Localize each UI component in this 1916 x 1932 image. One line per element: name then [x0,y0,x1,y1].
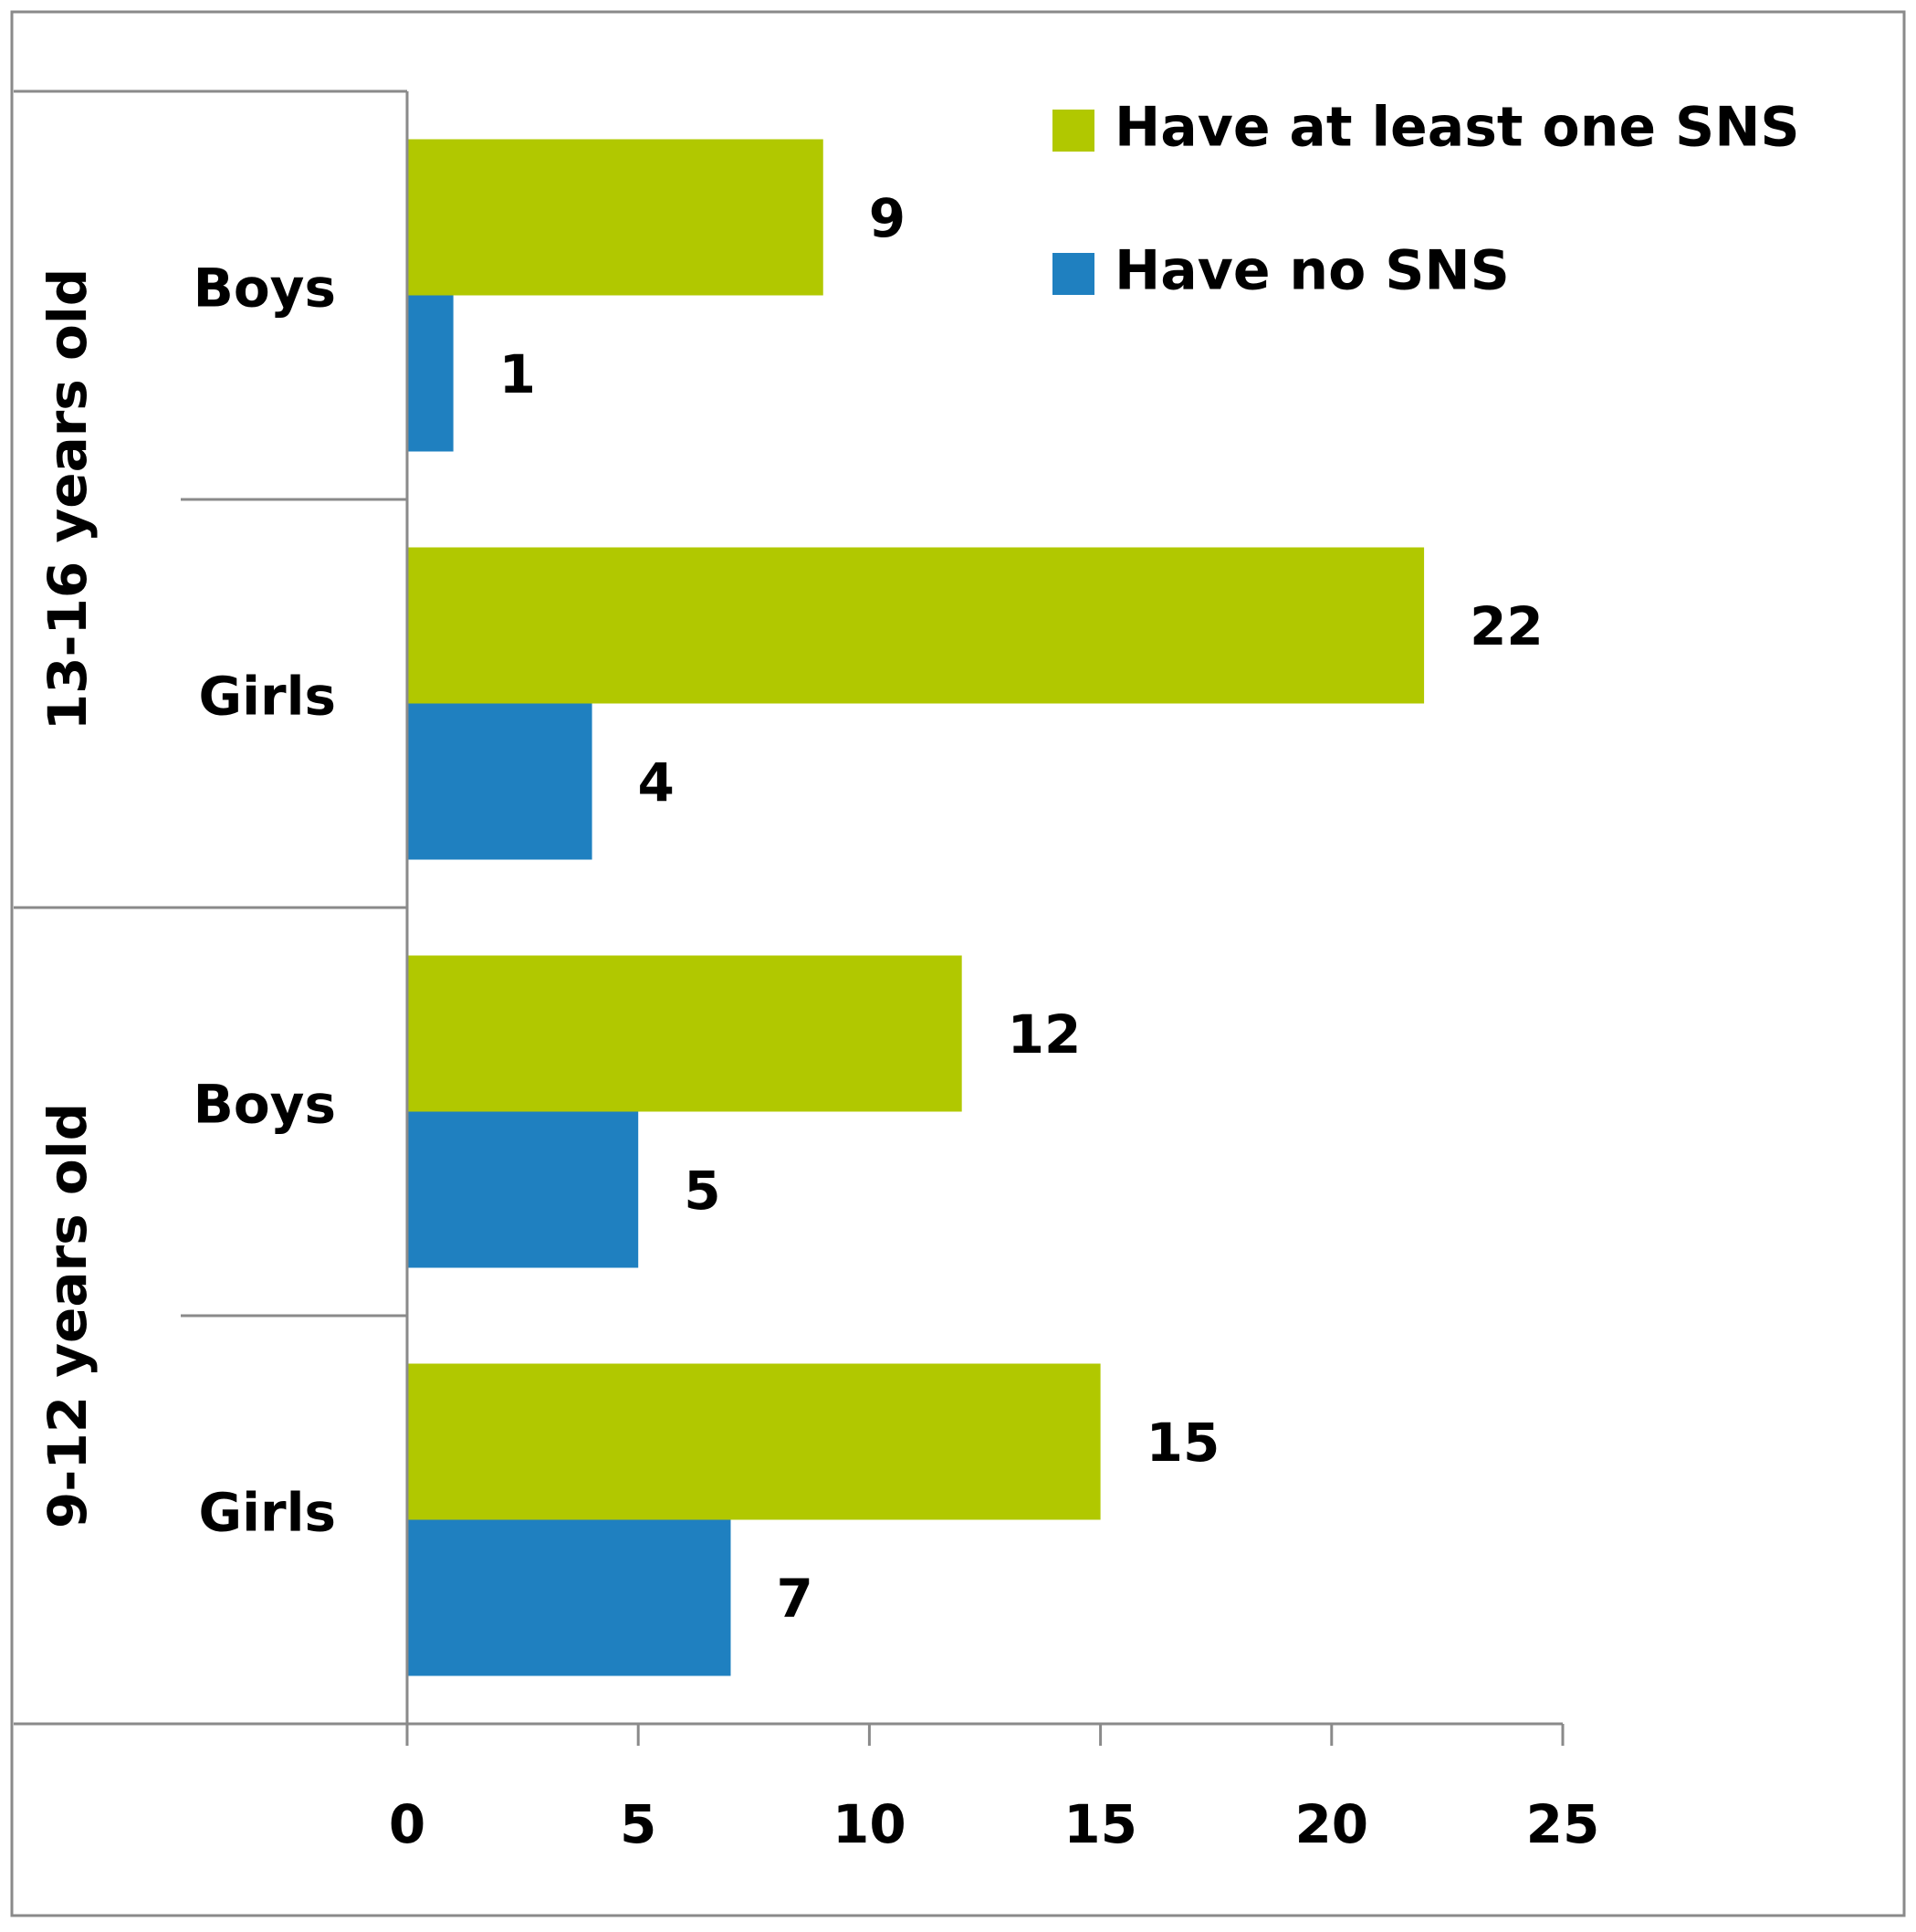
bar [408,547,1425,704]
legend-swatch [1052,253,1094,295]
category-label: Girls [199,666,337,728]
x-tick-label: 5 [620,1793,656,1855]
data-label: 12 [1008,1003,1082,1066]
data-label: 15 [1146,1412,1220,1474]
data-label: 7 [776,1568,812,1630]
group-label: 13-16 years old [37,268,99,731]
legend-label: Have at least one SNS [1115,96,1800,160]
bar [408,295,454,452]
data-label: 5 [684,1160,720,1222]
x-tick-label: 15 [1063,1793,1137,1855]
data-label: 9 [869,187,906,249]
bar [408,1363,1101,1520]
category-label: Girls [199,1482,337,1544]
data-label: 4 [638,751,675,814]
category-label: Boys [194,257,336,320]
group-label: 9-12 years old [37,1103,99,1528]
x-tick-label: 10 [832,1793,906,1855]
bar [408,1519,731,1676]
legend-label: Have no SNS [1115,239,1510,303]
bar [408,955,962,1112]
data-label: 1 [499,343,536,405]
legend-swatch [1052,110,1094,152]
data-label: 22 [1470,595,1544,657]
x-tick-label: 25 [1526,1793,1600,1855]
bar [408,703,592,860]
x-tick-label: 0 [389,1793,425,1855]
category-label: Boys [194,1074,336,1136]
bar [408,139,823,296]
bar [408,1111,639,1268]
x-tick-label: 20 [1294,1793,1368,1855]
